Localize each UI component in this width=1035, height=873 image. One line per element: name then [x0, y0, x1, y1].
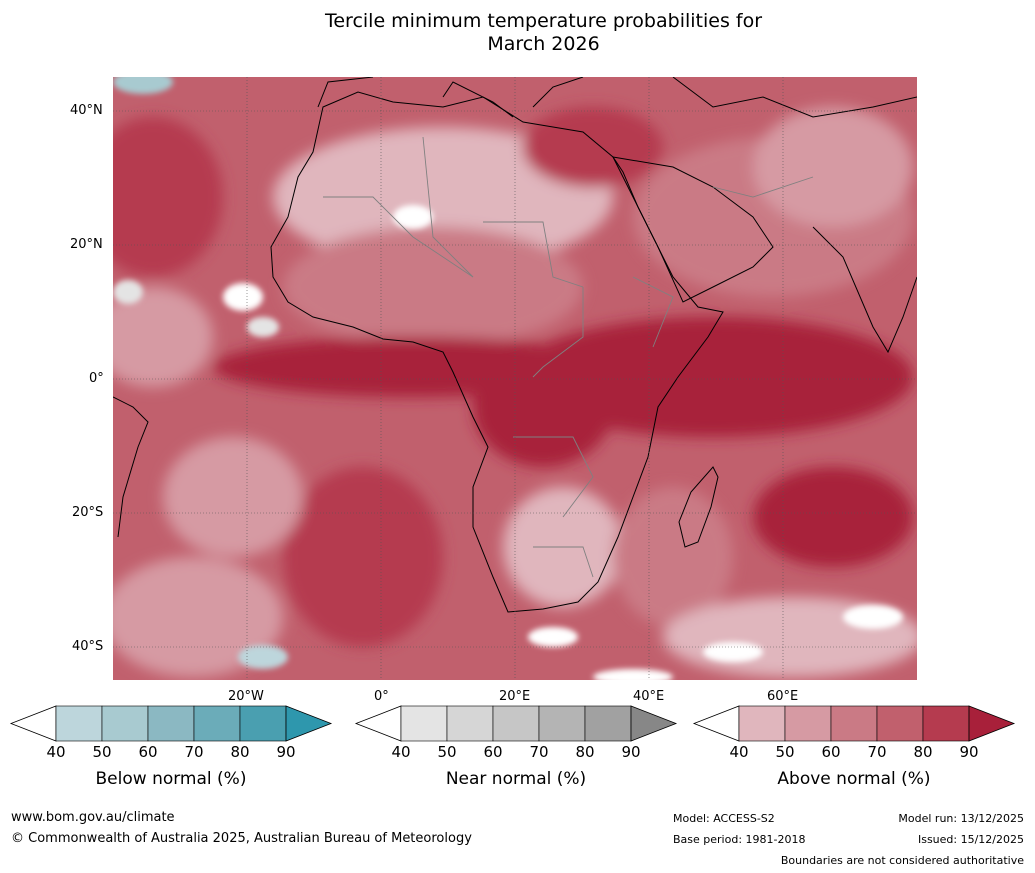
- colorbar-segment: [830, 705, 878, 742]
- colorbar-tick-label: 50: [775, 743, 795, 761]
- colorbar-extend-high: [630, 705, 678, 742]
- colorbar-title-below-normal: Below normal (%): [95, 769, 247, 789]
- colorbar-extend-high: [285, 705, 333, 742]
- colorbar-segment: [55, 705, 103, 742]
- colorbar-tick-label: 60: [483, 743, 503, 761]
- lon-label-40e: 40°E: [633, 689, 665, 704]
- country-borders: [323, 136, 814, 578]
- footer-model: Model: ACCESS-S2: [673, 812, 775, 825]
- footer-copyright: © Commonwealth of Australia 2025, Austra…: [11, 831, 472, 846]
- colorbar-extend-low: [692, 705, 740, 742]
- arabia-coastline: [612, 156, 774, 303]
- footer-issued: Issued: 15/12/2025: [917, 833, 1024, 846]
- probability-patches: [113, 77, 903, 680]
- colorbar-extend-low: [9, 705, 57, 742]
- colorbar-tick-label: 70: [529, 743, 549, 761]
- lon-label-20w: 20°W: [228, 689, 264, 704]
- footer-disclaimer: Boundaries are not considered authoritat…: [780, 854, 1024, 867]
- colorbar-segment: [584, 705, 632, 742]
- lat-label-20n: 20°N: [70, 237, 103, 252]
- colorbar-extend-high: [968, 705, 1016, 742]
- colorbar-tick-label: 90: [276, 743, 296, 761]
- colorbar-segment: [446, 705, 494, 742]
- footer-base-period: Base period: 1981-2018: [673, 833, 806, 846]
- colorbar-tick-label: 40: [391, 743, 411, 761]
- colorbar-tick-label: 80: [575, 743, 595, 761]
- colorbar-tick-label: 70: [184, 743, 204, 761]
- map-title: Tercile minimum temperature probabilitie…: [0, 10, 1035, 56]
- colorbar-extend-low: [354, 705, 402, 742]
- colorbar-title-near-normal: Near normal (%): [445, 769, 587, 789]
- lat-label-20s: 20°S: [72, 505, 104, 520]
- south-america-coastline: [113, 396, 149, 538]
- colorbar-tick-label: 70: [867, 743, 887, 761]
- graticule: [113, 77, 917, 680]
- title-line-2: March 2026: [487, 33, 600, 55]
- colorbar-segment: [538, 705, 586, 742]
- colorbar-tick-label: 80: [913, 743, 933, 761]
- lon-label-0: 0°: [374, 689, 389, 704]
- colorbar-segment: [147, 705, 195, 742]
- colorbar-segment: [239, 705, 287, 742]
- lat-label-equator: 0°: [89, 371, 104, 386]
- colorbars: [9, 705, 1016, 742]
- colorbar-above-normal: [692, 705, 1016, 742]
- colorbar-tick-label: 80: [230, 743, 250, 761]
- colorbar-title-above-normal: Above normal (%): [777, 769, 931, 789]
- footer-website: www.bom.gov.au/climate: [11, 810, 175, 825]
- colorbar-tick-label: 50: [437, 743, 457, 761]
- colorbar-tick-label: 90: [621, 743, 641, 761]
- colorbar-near-normal: [354, 705, 678, 742]
- map-canvas: [113, 77, 917, 680]
- colorbar-segment: [876, 705, 924, 742]
- colorbar-tick-label: 40: [729, 743, 749, 761]
- colorbar-segment: [784, 705, 832, 742]
- colorbar-segment: [738, 705, 786, 742]
- colorbar-tick-label: 50: [92, 743, 112, 761]
- probability-map: [113, 77, 917, 680]
- colorbar-segment: [492, 705, 540, 742]
- colorbar-tick-label: 60: [821, 743, 841, 761]
- title-line-1: Tercile minimum temperature probabilitie…: [324, 10, 763, 32]
- colorbar-segment: [400, 705, 448, 742]
- colorbar-below-normal: [9, 705, 333, 742]
- footer-model-run: Model run: 13/12/2025: [898, 812, 1024, 825]
- lon-label-60e: 60°E: [767, 689, 799, 704]
- colorbar-segment: [922, 705, 970, 742]
- africa-coastline: [270, 91, 724, 613]
- europe-coastline: [317, 77, 917, 118]
- lon-label-20e: 20°E: [499, 689, 531, 704]
- lat-label-40n: 40°N: [70, 103, 103, 118]
- india-coastline: [812, 226, 917, 354]
- colorbar-tick-label: 90: [959, 743, 979, 761]
- madagascar-coastline: [678, 466, 719, 548]
- colorbar-tick-label: 60: [138, 743, 158, 761]
- lat-label-40s: 40°S: [72, 639, 104, 654]
- colorbar-tick-label: 40: [46, 743, 66, 761]
- colorbar-segment: [101, 705, 149, 742]
- colorbar-segment: [193, 705, 241, 742]
